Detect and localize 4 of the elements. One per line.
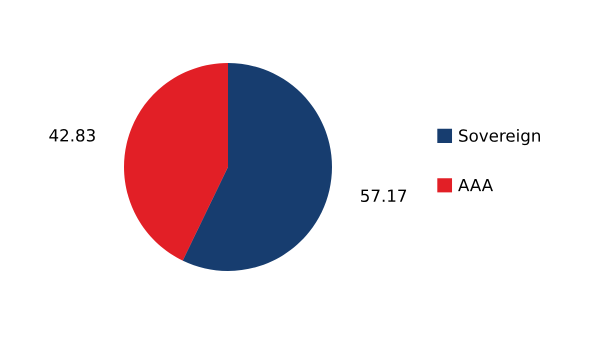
- legend-label: AAA: [458, 178, 493, 192]
- data-label: 42.83: [49, 129, 95, 142]
- data-label: 57.17: [361, 190, 406, 202]
- legend-label: Sovereign: [459, 129, 540, 146]
